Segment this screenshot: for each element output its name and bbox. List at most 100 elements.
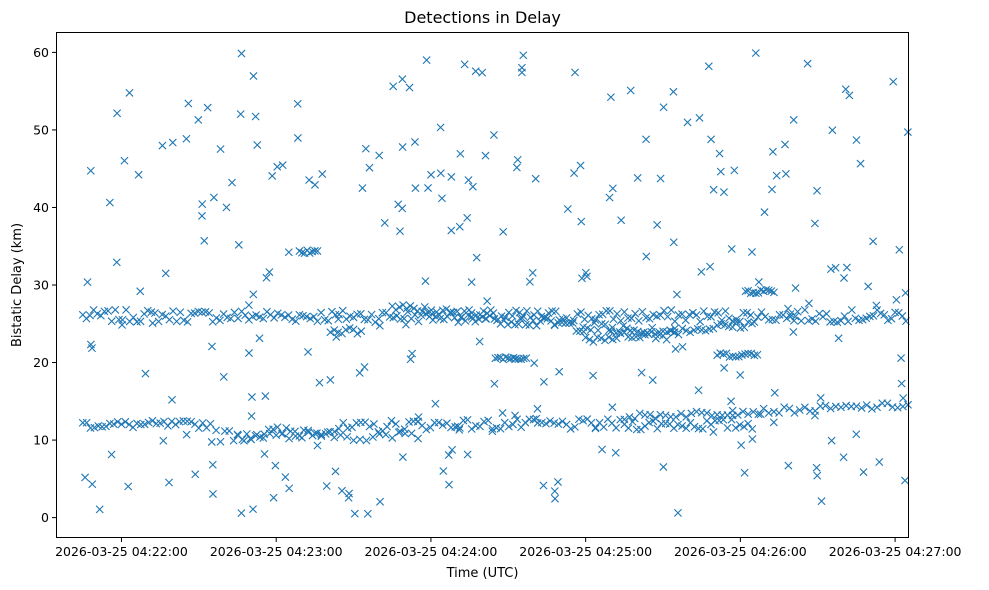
detection-point — [467, 312, 476, 321]
detection-point — [784, 461, 793, 470]
detection-point — [867, 404, 876, 413]
detection-point — [804, 299, 813, 308]
detection-point — [414, 413, 423, 422]
detection-point — [107, 317, 116, 326]
detection-point — [531, 174, 540, 183]
detection-point — [810, 411, 819, 420]
detection-point — [901, 476, 910, 485]
detection-point — [532, 321, 541, 330]
detection-point — [561, 319, 570, 328]
y-tick-label: 30 — [33, 278, 49, 293]
detection-point — [605, 306, 614, 315]
detection-point — [369, 420, 378, 429]
detection-point — [353, 329, 362, 338]
detection-point — [396, 427, 405, 436]
detection-point — [493, 353, 502, 362]
detection-point — [598, 445, 607, 454]
detection-point — [424, 183, 433, 192]
detection-point — [762, 285, 771, 294]
detection-point — [516, 314, 525, 323]
y-axis-ticks: 0 10 20 30 40 50 60 — [33, 45, 57, 525]
detection-point — [338, 306, 347, 315]
detection-point — [816, 393, 825, 402]
detection-point — [512, 306, 521, 315]
detection-point — [553, 477, 562, 486]
detection-point — [764, 409, 773, 418]
detection-point — [631, 309, 640, 318]
detection-point — [467, 424, 476, 433]
detection-point — [376, 497, 385, 506]
detection-point — [608, 184, 617, 193]
detection-point — [252, 430, 261, 439]
detection-point — [715, 149, 724, 158]
detection-point — [678, 324, 687, 333]
detection-point — [591, 423, 600, 432]
detection-point — [253, 140, 262, 149]
detection-point — [784, 304, 793, 313]
detection-point — [558, 417, 567, 426]
detection-point — [625, 412, 634, 421]
detection-point — [747, 247, 756, 256]
detection-point — [757, 308, 766, 317]
detection-point — [398, 143, 407, 152]
detection-point — [635, 409, 644, 418]
detection-point — [548, 307, 557, 316]
detection-point — [508, 420, 517, 429]
detection-point — [368, 433, 377, 442]
detection-point — [626, 86, 635, 95]
detection-point — [488, 427, 497, 436]
detection-point — [873, 403, 882, 412]
detection-point — [803, 59, 812, 68]
detection-point — [277, 310, 286, 319]
detection-point — [456, 313, 465, 322]
detection-point — [517, 355, 526, 364]
detection-point — [330, 433, 339, 442]
detection-point — [242, 430, 251, 439]
detection-point — [903, 128, 912, 137]
detection-point — [899, 394, 908, 403]
detection-point — [395, 303, 404, 312]
detection-point — [844, 317, 853, 326]
detection-point — [651, 414, 660, 423]
detection-point — [594, 326, 603, 335]
detection-point — [719, 350, 728, 359]
detection-point — [554, 420, 563, 429]
detection-point — [651, 330, 660, 339]
detection-point — [117, 420, 126, 429]
detection-point — [617, 216, 626, 225]
detection-point — [297, 433, 306, 442]
detection-point — [606, 93, 615, 102]
detection-point — [568, 319, 577, 328]
detection-point — [543, 314, 552, 323]
detection-point — [234, 314, 243, 323]
detection-point — [522, 354, 531, 363]
detection-point — [897, 379, 906, 388]
detection-point — [118, 320, 127, 329]
detection-point — [350, 509, 359, 518]
y-tick-label: 60 — [33, 45, 49, 60]
detection-point — [653, 220, 662, 229]
detection-point — [739, 308, 748, 317]
detection-point — [252, 311, 261, 320]
detection-point — [417, 311, 426, 319]
detection-point — [754, 278, 763, 287]
detection-point — [212, 426, 221, 435]
detection-point — [864, 282, 873, 291]
data-points — [78, 49, 912, 518]
detection-point — [251, 112, 260, 121]
detection-point — [182, 430, 191, 439]
detection-point — [269, 425, 278, 434]
detection-point — [125, 420, 134, 429]
detection-point — [261, 392, 270, 401]
detection-point — [125, 88, 134, 97]
detection-point — [707, 135, 716, 144]
detection-point — [604, 333, 613, 342]
detection-point — [709, 185, 718, 194]
detection-point — [740, 468, 749, 477]
detection-point — [490, 379, 499, 388]
detection-point — [541, 419, 550, 428]
detection-point — [237, 509, 246, 518]
detection-point — [272, 431, 281, 440]
detection-point — [241, 311, 250, 320]
detection-point — [203, 103, 212, 112]
